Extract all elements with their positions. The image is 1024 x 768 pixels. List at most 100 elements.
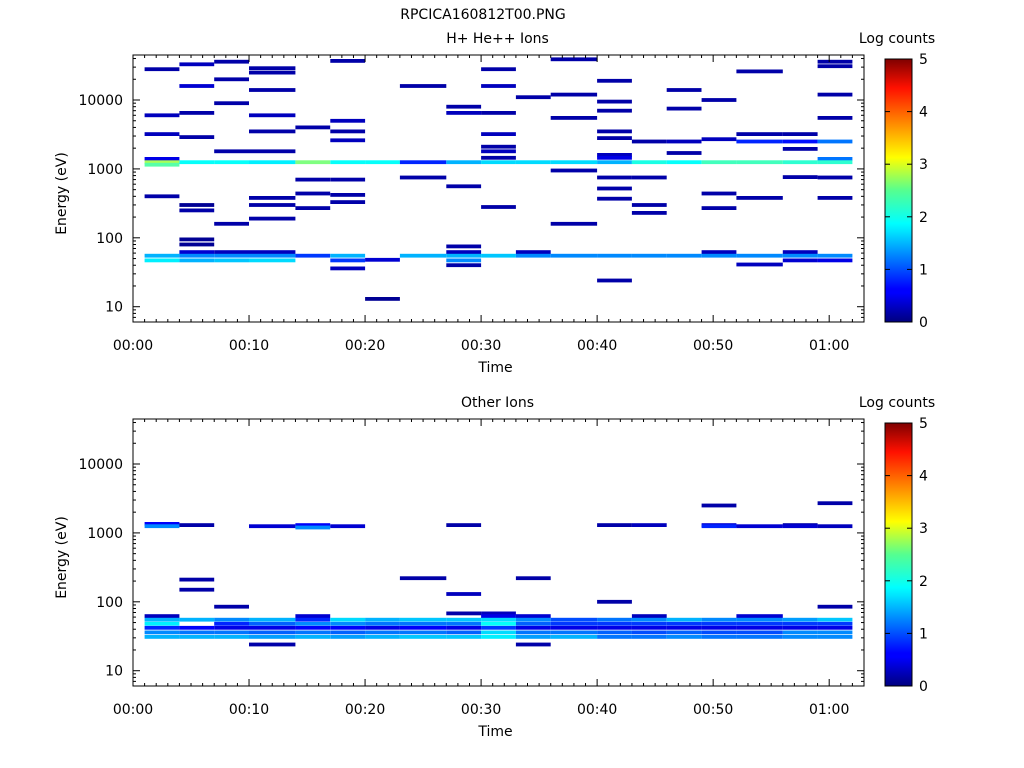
heatmap-cell (214, 101, 249, 106)
heatmap-cell (214, 149, 249, 154)
heatmap-cell (782, 617, 818, 622)
heatmap-cell (597, 253, 632, 258)
heatmap-cell (399, 84, 447, 88)
heatmap-cell (399, 630, 447, 635)
heatmap-cell (701, 137, 737, 142)
heatmap-cell (736, 69, 783, 74)
heatmap-cell (365, 635, 400, 639)
heatmap-cell (666, 617, 702, 622)
heatmap-cell (631, 635, 667, 639)
heatmap-cell (330, 630, 366, 635)
y-axis-label: Energy (eV) (54, 152, 70, 235)
heatmap-cell (249, 113, 296, 118)
colorbar-tick-label: 4 (919, 105, 928, 121)
heatmap-cell (817, 625, 853, 630)
heatmap-cell (817, 524, 853, 529)
heatmap-cell (515, 250, 551, 254)
heatmap-cell (550, 221, 598, 226)
heatmap-cell (144, 132, 180, 136)
y-tick-label: 100 (96, 595, 123, 611)
heatmap-cell (666, 160, 702, 165)
heatmap-cell (515, 621, 551, 626)
heatmap-cell (515, 617, 551, 622)
heatmap-cell (631, 175, 667, 180)
x-tick-label: 00:50 (693, 702, 733, 718)
heatmap-cell (481, 132, 516, 136)
heatmap-cell (515, 160, 551, 165)
heatmap-cell (817, 621, 853, 626)
heatmap-cell (249, 630, 296, 635)
heatmap-cell (399, 160, 447, 165)
heatmap-cell (782, 132, 818, 136)
heatmap-cell (481, 160, 516, 165)
heatmap-cell (446, 625, 482, 630)
heatmap-cell (446, 523, 482, 527)
heatmap-cell (782, 524, 818, 529)
heatmap-cell (631, 625, 667, 630)
heatmap-cell (782, 147, 818, 151)
heatmap-cell (782, 630, 818, 635)
heatmap-cell (631, 630, 667, 635)
heatmap-cell (701, 630, 737, 635)
x-tick-label: 00:10 (229, 338, 269, 354)
colorbar-label: Log counts (859, 395, 935, 411)
heatmap-cell (179, 203, 215, 207)
heatmap-cell (249, 196, 296, 200)
heatmap-cell (295, 206, 331, 210)
heatmap-cell (144, 522, 180, 526)
heatmap-cell (330, 160, 366, 165)
heatmap-cell (666, 139, 702, 144)
heatmap-cell (597, 136, 632, 140)
heatmap-cell (597, 278, 632, 283)
heatmap-cell (481, 611, 516, 616)
heatmap-cell (144, 162, 180, 167)
heatmap-cell (817, 92, 853, 97)
heatmap-cell (631, 160, 667, 165)
heatmap-cell (701, 524, 737, 529)
y-tick-label: 10 (105, 300, 123, 316)
heatmap-cell (782, 258, 818, 263)
heatmap-cell (817, 157, 853, 161)
heatmap-cell (817, 64, 853, 69)
heatmap-cell (179, 258, 215, 263)
heatmap-cell (214, 258, 249, 263)
x-axis-label: Time (477, 724, 512, 740)
heatmap-cell (179, 253, 215, 258)
heatmap-cell (365, 257, 400, 262)
heatmap-cell (330, 635, 366, 639)
x-tick-label: 00:50 (693, 338, 733, 354)
heatmap-cell (365, 297, 400, 301)
heatmap-cell (597, 153, 632, 157)
heatmap-cell (597, 621, 632, 626)
heatmap-cell (701, 98, 737, 102)
heatmap-cell (736, 132, 783, 136)
heatmap-cell (249, 216, 296, 221)
heatmap-cell (179, 111, 215, 115)
heatmap-cell (446, 250, 482, 254)
heatmap-cell (631, 203, 667, 207)
heatmap-cell (701, 191, 737, 196)
figure-title: RPCICA160812T00.PNG (400, 7, 565, 23)
heatmap-cell (330, 200, 366, 204)
colorbar: Log counts 0 1 2 3 4 5 (859, 395, 935, 695)
heatmap-cell (179, 577, 215, 582)
heatmap-cell (179, 617, 215, 622)
heatmap-cell (736, 160, 783, 165)
heatmap-cell (144, 635, 180, 639)
heatmap-cell (597, 523, 632, 527)
heatmap-cell (179, 523, 215, 527)
heatmap-cell (481, 205, 516, 209)
heatmap-cell (144, 157, 180, 161)
heatmap-cell (666, 253, 702, 258)
heatmap-cell (666, 630, 702, 635)
heatmap-cell (295, 621, 331, 626)
y-tick-label: 1000 (87, 526, 123, 542)
heatmap-cell (631, 614, 667, 618)
heatmap-cell (736, 630, 783, 635)
heatmap-cell (701, 206, 737, 210)
heatmap-cell (481, 635, 516, 639)
heatmap-cell (782, 635, 818, 639)
heatmap-cell (249, 642, 296, 647)
heatmap-cell (249, 635, 296, 639)
heatmap-cell (179, 160, 215, 165)
